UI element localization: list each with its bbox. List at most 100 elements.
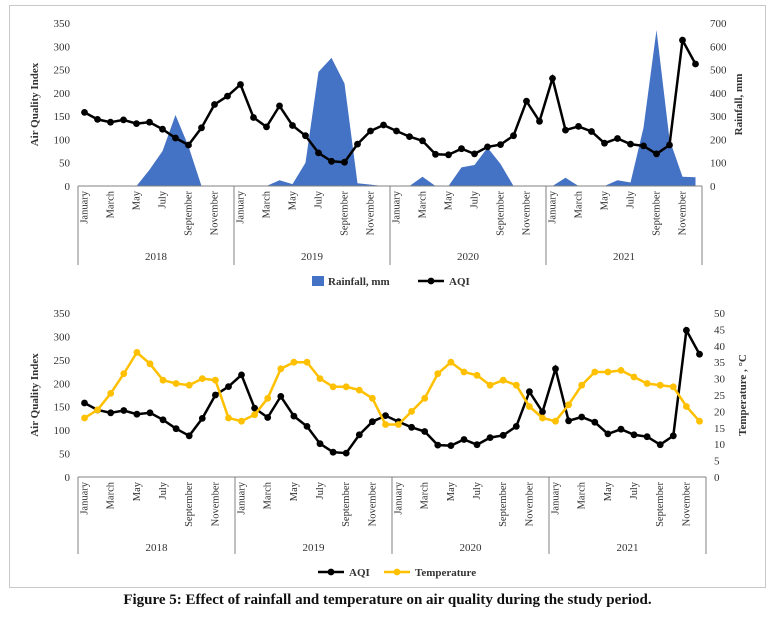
y-tick-label: 0 bbox=[65, 472, 71, 484]
month-tick-label: January bbox=[392, 190, 403, 223]
temperature-point bbox=[630, 373, 638, 381]
month-tick-label: March bbox=[420, 481, 431, 509]
aqi-point bbox=[382, 412, 389, 419]
month-tick-label: March bbox=[263, 481, 274, 509]
aqi-point bbox=[355, 431, 363, 439]
aqi-point bbox=[447, 442, 455, 449]
month-tick-label: November bbox=[678, 191, 689, 236]
month-tick-label: September bbox=[341, 482, 352, 527]
month-tick-label: November bbox=[210, 191, 221, 236]
y-tick-label: 200 bbox=[54, 88, 71, 100]
aqi-point bbox=[549, 75, 556, 82]
aqi-point bbox=[601, 139, 608, 147]
month-tick-label: September bbox=[652, 191, 663, 236]
figure-caption: Figure 5: Effect of rainfall and tempera… bbox=[123, 592, 652, 608]
temperature-point bbox=[447, 358, 455, 366]
y-tick-label: 150 bbox=[54, 111, 71, 123]
temperature-point bbox=[81, 414, 88, 422]
y2-tick-label: 400 bbox=[710, 88, 727, 100]
y-tick-label: 300 bbox=[54, 41, 71, 53]
temperature-point bbox=[460, 368, 468, 376]
aqi-point bbox=[146, 118, 153, 126]
aqi-point bbox=[627, 140, 634, 148]
month-tick-label: January bbox=[80, 190, 91, 223]
aqi-point bbox=[107, 118, 114, 126]
month-tick-label: March bbox=[106, 190, 117, 218]
y2-tick-label: 50 bbox=[714, 308, 726, 320]
aqi-point bbox=[679, 36, 686, 44]
month-tick-label: May bbox=[603, 481, 614, 501]
temperature-point bbox=[329, 383, 337, 391]
aqi-point bbox=[172, 425, 180, 433]
rainfall-area bbox=[84, 30, 696, 186]
temperature-point bbox=[434, 370, 442, 378]
y-tick-label: 250 bbox=[54, 65, 71, 77]
month-tick-label: September bbox=[496, 191, 507, 236]
year-label: 2021 bbox=[617, 542, 639, 554]
month-tick-label: July bbox=[158, 190, 169, 208]
aqi-point bbox=[445, 151, 452, 159]
temperature-point bbox=[565, 401, 572, 409]
y-tick-label: 300 bbox=[54, 331, 71, 343]
aqi-point bbox=[458, 145, 465, 153]
month-tick-label: November bbox=[681, 482, 692, 527]
month-tick-label: March bbox=[106, 481, 117, 509]
aqi-point bbox=[328, 157, 335, 165]
aqi-point bbox=[211, 101, 218, 108]
temperature-point bbox=[617, 367, 625, 374]
month-tick-label: May bbox=[132, 481, 143, 501]
aqi-point bbox=[238, 371, 245, 379]
temperature-point bbox=[159, 376, 167, 384]
month-tick-label: September bbox=[655, 482, 666, 527]
y2-tick-label: 0 bbox=[710, 181, 716, 193]
month-tick-label: November bbox=[366, 191, 377, 236]
temperature-point bbox=[146, 360, 154, 368]
month-tick-label: March bbox=[262, 190, 273, 218]
month-tick-label: March bbox=[574, 190, 585, 218]
legend-rainfall-label: Rainfall, mm bbox=[328, 276, 390, 288]
month-tick-label: May bbox=[289, 481, 300, 501]
aqi-point bbox=[159, 125, 166, 133]
temperature-point bbox=[94, 406, 101, 414]
aqi-point bbox=[81, 399, 88, 407]
aqi-point bbox=[81, 109, 88, 116]
temperature-point bbox=[355, 386, 363, 394]
month-tick-label: November bbox=[522, 191, 533, 236]
aqi-point bbox=[342, 449, 350, 457]
chart-2: 0 50 100 150 200 250 300 350 0 5 10 15 20 25 30 35 40 45 5… bbox=[29, 308, 749, 579]
temperature-point bbox=[499, 376, 507, 384]
temperature-point bbox=[382, 421, 389, 428]
month-tick-label: January bbox=[237, 481, 248, 514]
y2-tick-label: 300 bbox=[710, 111, 727, 123]
aqi-point bbox=[617, 425, 625, 433]
temperature-point bbox=[264, 394, 272, 402]
temperature-point bbox=[408, 408, 415, 415]
aqi-point bbox=[367, 127, 374, 135]
aqi-point bbox=[289, 122, 296, 129]
year-label: 2018 bbox=[146, 542, 169, 554]
legend-aqi-marker bbox=[427, 277, 435, 285]
aqi-point bbox=[604, 430, 612, 438]
temperature-point bbox=[238, 417, 245, 425]
month-tick-label: January bbox=[551, 481, 562, 514]
y2-tick-label: 30 bbox=[714, 374, 726, 386]
figure-frame bbox=[9, 5, 766, 588]
aqi-point bbox=[552, 365, 559, 373]
temperature-point bbox=[512, 381, 520, 389]
aqi-point bbox=[536, 117, 543, 125]
year-label: 2020 bbox=[460, 542, 483, 554]
aqi-point bbox=[354, 140, 361, 148]
aqi-point bbox=[198, 415, 206, 422]
y-tick-label: 100 bbox=[54, 134, 71, 146]
aqi-point bbox=[460, 436, 468, 443]
month-tick-label: July bbox=[470, 190, 481, 208]
aqi-point bbox=[510, 132, 517, 140]
aqi-point bbox=[263, 123, 270, 131]
aqi-point bbox=[614, 135, 621, 142]
aqi-point bbox=[159, 416, 167, 424]
aqi-point bbox=[237, 81, 244, 88]
chart-1: 0 50 100 150 200 250 300 350 0 100 200 300 400 500 600… bbox=[29, 18, 745, 288]
aqi-point bbox=[251, 404, 258, 412]
month-tick-label: May bbox=[444, 190, 455, 210]
aqi-point bbox=[656, 441, 664, 449]
